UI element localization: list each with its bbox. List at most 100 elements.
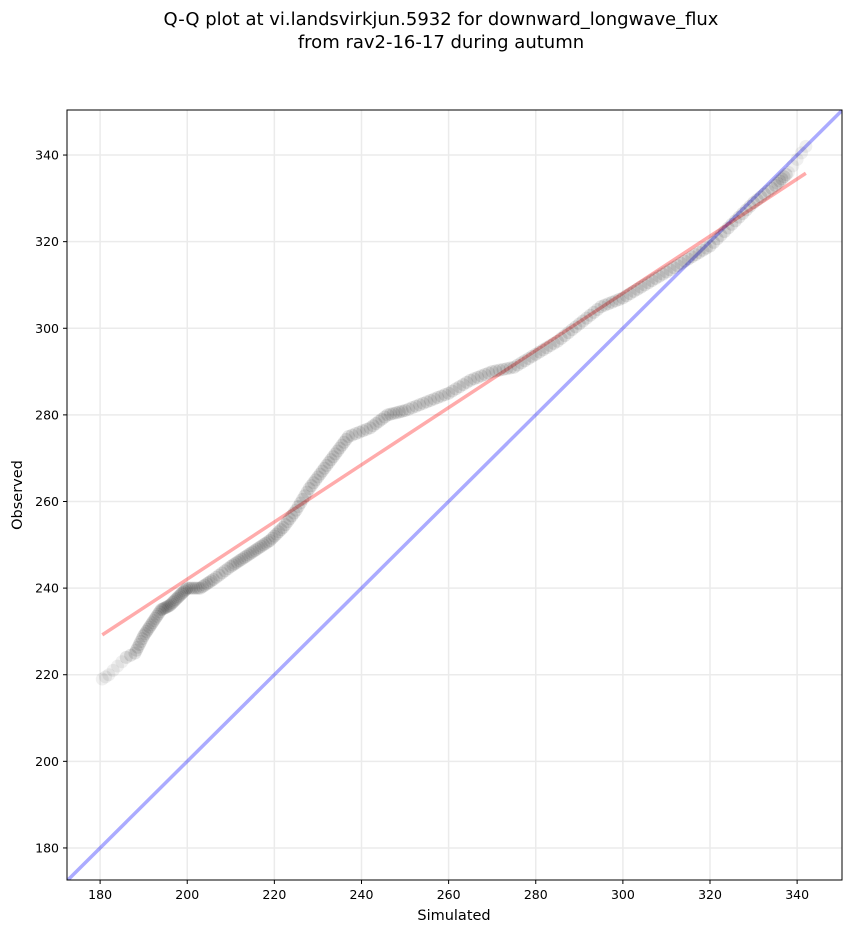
quantile-point: [500, 362, 514, 376]
quantile-point: [156, 602, 170, 616]
quantile-point: [620, 289, 634, 303]
quantile-point: [434, 389, 448, 403]
quantile-point: [254, 539, 268, 553]
quantile-point: [124, 648, 138, 662]
quantile-point: [572, 317, 586, 331]
quantile-point: [209, 570, 223, 584]
quantile-point: [718, 225, 732, 239]
chart-title-line2: from rav2-16-17 during autumn: [298, 32, 584, 53]
quantile-point: [569, 320, 583, 334]
quantile-point: [167, 594, 181, 608]
quantile-point: [456, 378, 470, 392]
quantile-point: [311, 470, 325, 484]
quantile-point: [375, 412, 389, 426]
quantile-point: [226, 558, 240, 572]
quantile-point: [583, 308, 597, 322]
quantile-point: [235, 552, 249, 566]
x-tick-label: 320: [698, 887, 722, 902]
quantile-point: [561, 326, 575, 340]
quantile-point: [154, 603, 168, 617]
quantile-point: [678, 254, 692, 268]
quantile-point: [638, 278, 652, 292]
quantile-point: [224, 559, 238, 573]
quantile-point: [532, 345, 546, 359]
quantile-point: [246, 545, 260, 559]
quantile-point: [202, 575, 216, 589]
quantile-point: [261, 535, 275, 549]
quantile-point: [580, 311, 594, 325]
quantile-point: [565, 323, 579, 337]
quantile-point: [172, 590, 186, 604]
quantile-point: [341, 430, 355, 444]
quantile-point: [147, 614, 161, 628]
quantile-point: [267, 529, 281, 543]
quantile-point: [386, 406, 400, 420]
quantile-point: [140, 624, 154, 638]
quantile-point: [482, 366, 496, 380]
plot-frame: [66, 109, 843, 881]
quantile-point: [703, 239, 717, 253]
quantile-point: [601, 297, 615, 311]
quantile-point: [187, 581, 201, 595]
quantile-point: [131, 640, 145, 654]
quantile-point: [322, 456, 336, 470]
quantile-point: [714, 228, 728, 242]
quantile-point: [315, 464, 329, 478]
x-tick-label: 220: [262, 887, 286, 902]
quantile-point: [775, 172, 789, 186]
quantile-point: [587, 305, 601, 319]
quantile-point: [280, 515, 294, 529]
quantile-point: [320, 458, 334, 472]
quantile-point: [259, 536, 273, 550]
quantile-point: [496, 362, 510, 376]
quantile-point: [771, 176, 785, 190]
quantile-point: [521, 352, 535, 366]
quantile-point: [598, 298, 612, 312]
quantile-point: [102, 668, 116, 682]
quantile-point: [169, 593, 183, 607]
quantile-point: [157, 601, 171, 615]
quantile-point: [609, 294, 623, 308]
quantile-point: [119, 650, 133, 664]
quantile-point: [198, 578, 212, 592]
quantile-point: [363, 421, 377, 435]
quantile-point: [95, 672, 109, 686]
quantile-point: [529, 347, 543, 361]
quantile-point: [352, 425, 366, 439]
quantile-point: [237, 551, 251, 565]
quantile-point: [384, 407, 398, 421]
quantile-point: [543, 339, 557, 353]
quantile-point: [438, 388, 452, 402]
quantile-point: [333, 441, 347, 455]
y-tick-label: 320: [35, 234, 59, 249]
quantile-point: [576, 314, 590, 328]
quantile-point: [623, 287, 637, 301]
quantile-point: [161, 599, 175, 613]
quantile-point: [141, 622, 155, 636]
quantile-point: [590, 303, 604, 317]
quantile-point: [191, 581, 205, 595]
quantile-point: [739, 203, 753, 217]
quantile-point: [307, 476, 321, 490]
quantile-point: [402, 402, 416, 416]
quantile-point: [710, 232, 724, 246]
quantile-point: [540, 341, 554, 355]
quantile-point: [148, 611, 162, 625]
quantile-point: [285, 509, 299, 523]
quantile-point: [511, 358, 525, 372]
quantile-point: [627, 284, 641, 298]
quantile-point: [757, 187, 771, 201]
quantile-point: [233, 554, 247, 568]
quantile-point: [160, 600, 174, 614]
quantile-point: [138, 627, 152, 641]
quantile-point: [605, 295, 619, 309]
x-tick-label: 260: [437, 887, 461, 902]
quantile-point: [128, 646, 142, 660]
quantile-point: [212, 568, 226, 582]
quantile-point: [503, 361, 517, 375]
quantile-point: [656, 267, 670, 281]
quantile-point: [641, 276, 655, 290]
quantile-point: [670, 258, 684, 272]
quantile-point: [294, 496, 308, 510]
quantile-point: [634, 280, 648, 294]
